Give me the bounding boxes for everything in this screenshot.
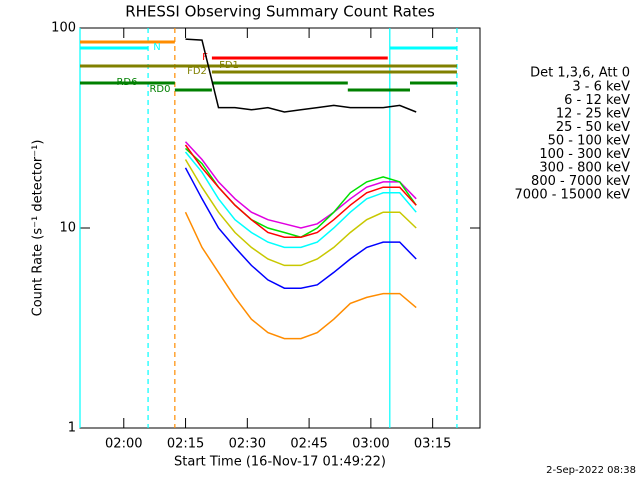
flag-label: RD6 [116, 77, 137, 88]
legend-entry: 7000 - 15000 keV [515, 188, 631, 203]
flag-label: RD0 [149, 84, 170, 95]
chart-title: RHESSI Observing Summary Count Rates [125, 3, 435, 21]
x-tick-label: 02:15 [167, 437, 204, 452]
y-tick-label: 1 [68, 421, 76, 436]
x-tick-label: 02:30 [229, 437, 266, 452]
x-tick-label: 02:45 [290, 437, 327, 452]
flag-label: F [202, 52, 208, 63]
x-tick-label: 02:00 [105, 437, 142, 452]
series-line [184, 144, 417, 238]
y-tick-label: 100 [51, 21, 76, 36]
legend-entry: 6 - 12 keV [564, 93, 630, 108]
flag-label: FD2 [187, 66, 207, 77]
series-line [184, 159, 417, 267]
series-line [184, 151, 417, 249]
x-tick-label: 03:15 [414, 437, 451, 452]
footer: 2-Sep-2022 08:38 [546, 465, 636, 476]
y-tick-label: 10 [59, 221, 76, 236]
x-axis-label: Start Time (16-Nov-17 01:49:22) [174, 455, 386, 470]
y-axis-label: Count Rate (s⁻¹ detector⁻¹) [31, 140, 46, 317]
flag-label: N [153, 42, 160, 53]
series-line [184, 141, 417, 229]
legend-entry: 800 - 7000 keV [531, 174, 630, 189]
legend-entry: 50 - 100 keV [548, 134, 631, 149]
legend-entry: 300 - 800 keV [539, 161, 630, 176]
legend-entry: 3 - 6 keV [572, 80, 630, 95]
series-line [185, 38, 417, 113]
x-tick-label: 03:00 [352, 437, 389, 452]
legend-title: Det 1,3,6, Att 0 [530, 66, 630, 81]
series-line [184, 167, 417, 289]
flag-label: FD1 [219, 60, 239, 71]
legend-entry: 25 - 50 keV [556, 120, 630, 135]
legend-entry: 12 - 25 keV [556, 107, 630, 122]
legend-entry: 100 - 300 keV [539, 147, 630, 162]
series-line [184, 211, 417, 340]
